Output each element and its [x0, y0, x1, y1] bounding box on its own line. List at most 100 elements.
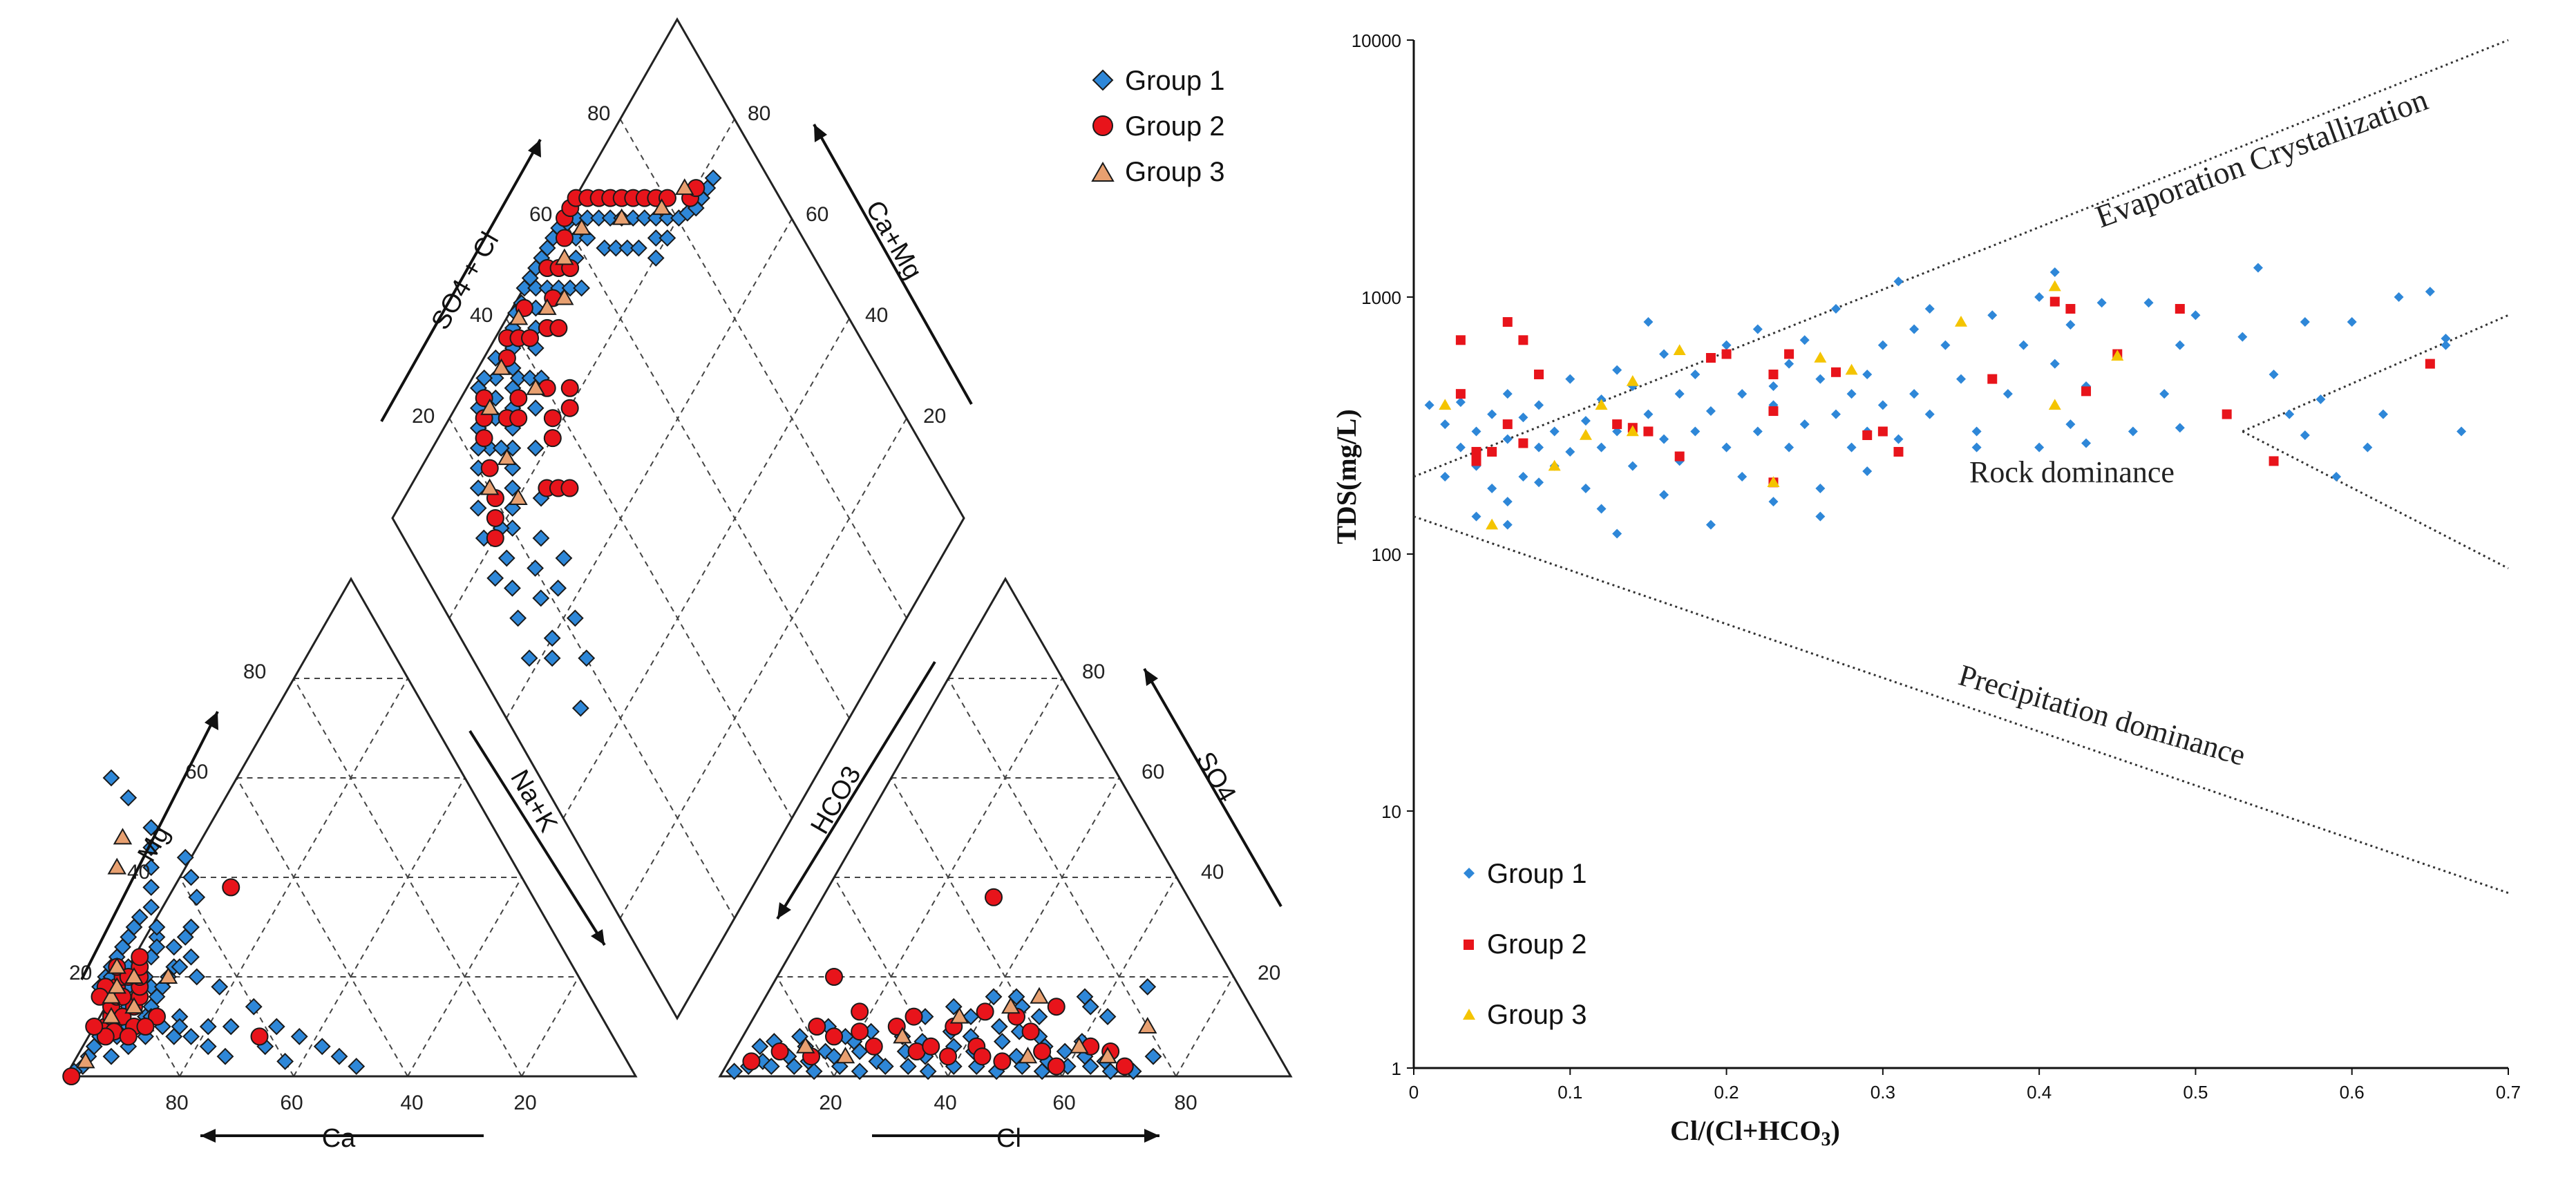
- anion-marker-1: [785, 1058, 803, 1076]
- tick-label: 20: [513, 1092, 536, 1114]
- cation-marker-1: [199, 1018, 217, 1036]
- x-axis-label: Cl/(Cl+HCO3): [1670, 1115, 1840, 1150]
- upper-right-branch: [2242, 314, 2509, 432]
- gibbs-marker-1: [1830, 304, 1841, 314]
- tick-label: 60: [185, 761, 208, 783]
- tick-label: 60: [1142, 761, 1164, 783]
- tick-label: 80: [587, 102, 610, 125]
- diamond-marker-2: [560, 379, 579, 397]
- cation-marker-3: [107, 977, 126, 994]
- diamond-marker-2: [486, 528, 504, 547]
- gibbs-marker-1: [2018, 340, 2029, 350]
- cation-marker-1: [102, 769, 120, 787]
- gibbs-marker-2: [1487, 446, 1497, 457]
- gibbs-marker-3: [1626, 374, 1639, 386]
- cation-marker-3: [158, 966, 178, 984]
- diamond-marker-3: [612, 208, 632, 225]
- diamond-marker-2: [521, 329, 540, 347]
- cation-marker-3: [76, 1051, 95, 1069]
- diamond-marker-3: [555, 248, 574, 265]
- square-marker-icon: [1464, 940, 1474, 950]
- tick-label: 40: [934, 1092, 956, 1114]
- anion-marker-1: [1033, 1063, 1051, 1080]
- anion-marker-2: [851, 1022, 869, 1041]
- diamond-marker-1: [618, 239, 636, 257]
- tick-label: 20: [923, 405, 946, 428]
- gibbs-marker-2: [1830, 367, 1841, 377]
- cation-marker-1: [165, 938, 183, 956]
- gibbs-marker-2: [1518, 438, 1528, 448]
- gibbs-axes: 0 0.1 0.2 0.3 0.4 0.5 0.6 0.7 1 10 100 1000 10000: [1352, 30, 2521, 1103]
- gibbs-chart: 0 0.1 0.2 0.3 0.4 0.5 0.6 0.7 1 10 100 1000 10000 TD…: [1331, 30, 2521, 1150]
- diamond-marker-3: [480, 478, 500, 495]
- gibbs-marker-1: [1752, 324, 1763, 334]
- anion-marker-3: [1001, 997, 1021, 1014]
- gibbs-marker-2: [1784, 349, 1794, 359]
- grid-line: [562, 218, 850, 719]
- legend-item-group2: Group 2: [1092, 111, 1225, 142]
- cation-marker-1: [182, 868, 200, 886]
- legend-label: Group 1: [1487, 859, 1587, 889]
- anion-marker-3: [796, 1036, 815, 1054]
- diamond-marker-3: [509, 308, 529, 325]
- gibbs-marker-1: [2159, 389, 2170, 399]
- y-tick-label: 1: [1392, 1058, 1401, 1079]
- gibbs-marker-2: [1987, 374, 1998, 384]
- gibbs-marker-1: [2425, 287, 2435, 297]
- diamond-marker-3: [652, 198, 672, 216]
- anion-marker-2: [742, 1052, 761, 1071]
- gibbs-marker-1: [2049, 359, 2060, 369]
- gibbs-marker-3: [2048, 399, 2061, 410]
- cation-marker-1: [142, 898, 160, 916]
- anion-marker-1: [919, 1063, 937, 1080]
- legend-item-group3: Group 3: [1463, 1000, 1587, 1030]
- tick-label: 40: [470, 304, 493, 327]
- diamond-marker-2: [543, 429, 562, 448]
- y-tick-label: 10: [1381, 801, 1401, 822]
- gibbs-marker-1: [1940, 340, 1951, 350]
- gibbs-marker-1: [1502, 389, 1513, 399]
- gibbs-marker-1: [1502, 497, 1513, 507]
- diamond-marker-3: [480, 398, 500, 415]
- so4-label: SO4: [1190, 747, 1241, 808]
- anion-triangle: 20 40 60 80 20 40 60 80 HCO3 Cl SO4: [718, 576, 1293, 1153]
- ca-axis-label: Ca: [200, 1124, 484, 1153]
- gibbs-marker-3: [1548, 459, 1561, 471]
- anion-marker-1: [899, 1058, 917, 1076]
- gibbs-marker-1: [1971, 426, 1982, 437]
- cation-marker-3: [107, 957, 126, 974]
- legend-item-group2: Group 2: [1464, 929, 1587, 960]
- legend-label: Group 2: [1487, 929, 1587, 960]
- gibbs-marker-1: [2441, 333, 2451, 343]
- cl-label: Cl: [996, 1124, 1021, 1153]
- anion-marker-1: [726, 1063, 744, 1080]
- mg-label: Mg: [132, 821, 176, 867]
- precipitation-line: [1413, 515, 2509, 894]
- gibbs-marker-1: [2253, 263, 2263, 273]
- cation-triangle-outline: [64, 576, 638, 1078]
- gibbs-marker-2: [1502, 419, 1513, 430]
- y-axis-label: TDS(mg/L): [1331, 409, 1362, 544]
- gibbs-marker-1: [1455, 442, 1466, 452]
- anion-marker-3: [893, 1027, 912, 1044]
- anion-marker-1: [1144, 1047, 1162, 1065]
- anion-marker-2: [825, 1027, 843, 1046]
- gibbs-marker-2: [1455, 335, 1466, 345]
- triangle-marker-icon: [1091, 161, 1115, 182]
- anion-marker-1: [1056, 1042, 1074, 1060]
- diamond-marker-icon: [1464, 868, 1475, 879]
- anion-marker-1: [1101, 1063, 1119, 1080]
- gibbs-marker-1: [2128, 426, 2138, 437]
- anion-marker-3: [1070, 1036, 1089, 1054]
- gibbs-marker-1: [1815, 511, 1826, 522]
- gibbs-marker-1: [1440, 419, 1450, 430]
- diamond-points: [469, 169, 722, 717]
- gibbs-marker-3: [1626, 425, 1639, 437]
- diamond-marker-1: [596, 239, 614, 257]
- gibbs-marker-3: [2048, 280, 2061, 292]
- gibbs-marker-1: [1893, 434, 1904, 444]
- tick-label: 60: [806, 203, 828, 226]
- x-tick-label: 0.6: [2340, 1082, 2365, 1103]
- gibbs-marker-2: [1455, 389, 1466, 399]
- gibbs-marker-1: [1705, 520, 1716, 530]
